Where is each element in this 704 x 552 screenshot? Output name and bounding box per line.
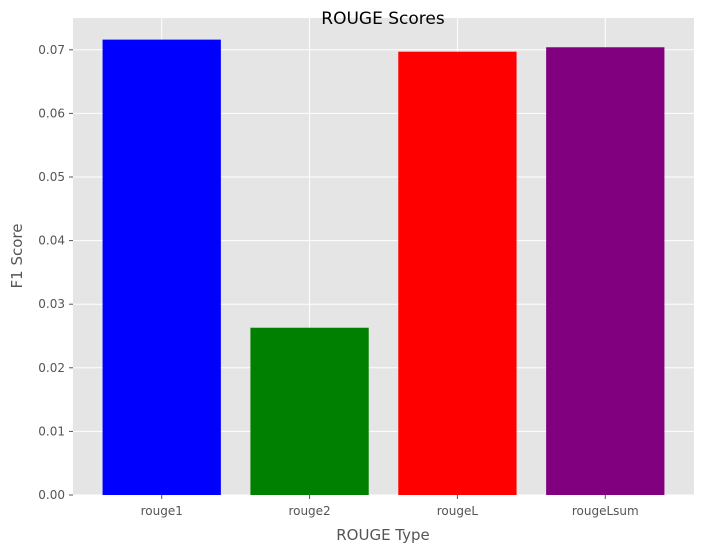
x-axis-label: ROUGE Type — [336, 526, 430, 544]
chart-title: ROUGE Scores — [321, 9, 445, 29]
bar-rouge2 — [250, 327, 369, 495]
bar-rouge1 — [102, 39, 221, 496]
y-tick-label: 0.01 — [38, 424, 65, 438]
y-tick-label: 0.00 — [38, 488, 65, 502]
y-tick-label: 0.02 — [38, 361, 65, 375]
bars-group — [102, 39, 665, 496]
y-axis-label: F1 Score — [8, 224, 26, 289]
y-tick-label: 0.06 — [38, 106, 65, 120]
x-tick-label: rougeLsum — [572, 504, 639, 518]
y-tick-label: 0.07 — [38, 43, 65, 57]
x-tick-label: rouge1 — [141, 504, 183, 518]
bar-rougeL — [398, 51, 517, 495]
x-tick-label: rouge2 — [288, 504, 330, 518]
bar-rougeLsum — [546, 47, 665, 495]
y-tick-label: 0.04 — [38, 234, 65, 248]
y-tick-label: 0.03 — [38, 297, 65, 311]
x-tick-label: rougeL — [437, 504, 479, 518]
x-axis-ticks: rouge1 rouge2 rougeL rougeLsum — [141, 495, 639, 518]
y-tick-label: 0.05 — [38, 170, 65, 184]
y-axis-ticks: 0.00 0.01 0.02 0.03 0.04 0.05 0.06 0.07 — [38, 43, 73, 502]
